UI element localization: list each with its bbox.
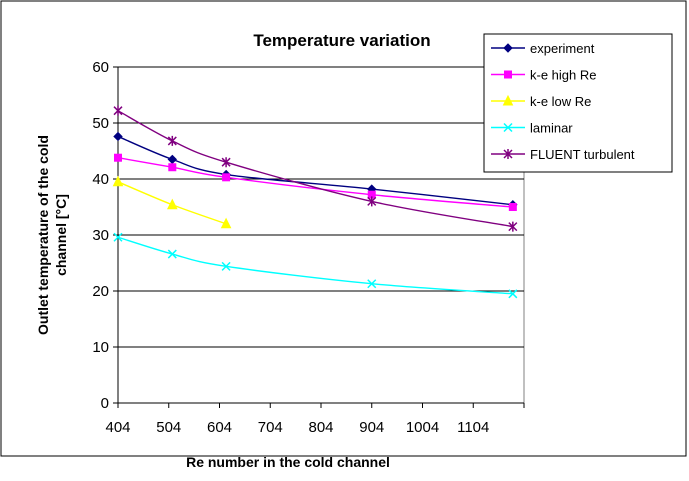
- x-tick-label: 904: [359, 419, 384, 436]
- series-4: [113, 105, 518, 232]
- data-point-x: [221, 261, 231, 271]
- data-point-x: [508, 289, 518, 299]
- x-tick-label: 1104: [457, 419, 489, 436]
- data-point-square: [508, 203, 517, 211]
- data-point-triangle: [166, 198, 178, 210]
- y-tick-label: 50: [92, 115, 109, 132]
- data-point-asterisk: [167, 135, 177, 146]
- legend-entry: k-e high Re: [491, 68, 596, 83]
- series-3: [113, 232, 518, 299]
- legend-label: laminar: [530, 121, 573, 136]
- y-tick-label: 10: [92, 339, 109, 356]
- data-point-x: [167, 249, 177, 259]
- series-line: [117, 110, 513, 228]
- data-point-diamond: [503, 43, 513, 53]
- y-tick-label: 20: [92, 283, 109, 300]
- legend: experiment k-e high Re k-e low Re laminar FL…: [483, 33, 673, 173]
- data-point-square: [168, 163, 177, 172]
- x-axis-ticks: 404 504 604 704 804 904 1004 1104: [105, 403, 525, 436]
- y-axis-ticks: 0 10 20 30 40 50 60: [92, 59, 118, 412]
- y-axis-title-line-1: Outlet temperature of the cold: [35, 135, 51, 335]
- data-point-triangle: [112, 175, 124, 187]
- series-line: [117, 236, 513, 295]
- x-axis-title: Re number in the cold channel: [186, 454, 390, 470]
- gridlines: [118, 66, 524, 348]
- series-line: [117, 135, 513, 206]
- data-point-square: [504, 70, 512, 79]
- x-tick-label: 404: [105, 419, 130, 436]
- series-2: [112, 175, 232, 229]
- data-point-asterisk: [508, 221, 518, 232]
- legend-label: k-e high Re: [530, 68, 596, 83]
- data-point-x: [367, 279, 377, 289]
- data-point-square: [114, 153, 122, 162]
- data-point-square: [222, 173, 231, 182]
- series-group: [112, 105, 518, 299]
- data-point-triangle: [220, 217, 232, 229]
- legend-entry: experiment: [491, 41, 595, 56]
- series-1: [114, 153, 517, 211]
- legend-entry: FLUENT turbulent: [491, 147, 635, 162]
- legend-box: [483, 33, 673, 173]
- legend-label: FLUENT turbulent: [530, 147, 635, 162]
- data-point-asterisk: [367, 196, 377, 207]
- x-tick-label: 604: [207, 419, 232, 436]
- legend-label: experiment: [530, 41, 595, 56]
- data-point-asterisk: [503, 149, 513, 159]
- x-tick-label: 804: [308, 419, 333, 436]
- series-line: [117, 157, 513, 208]
- legend-entry: laminar: [491, 121, 573, 136]
- y-tick-label: 60: [92, 59, 109, 76]
- data-point-triangle: [502, 94, 514, 106]
- data-point-x: [503, 122, 513, 133]
- data-point-diamond: [113, 131, 123, 142]
- data-point-asterisk: [221, 157, 231, 168]
- y-tick-label: 40: [92, 171, 109, 188]
- legend-entry: k-e low Re: [491, 94, 591, 109]
- y-tick-label: 30: [92, 227, 109, 244]
- y-axis-title-line-2: channel [°C]: [53, 194, 69, 276]
- x-tick-label: 504: [156, 419, 181, 436]
- x-tick-label: 1004: [406, 419, 439, 436]
- y-axis-title: Outlet temperature of the cold channel […: [35, 135, 69, 335]
- data-point-x: [113, 232, 123, 242]
- y-tick-label: 0: [101, 395, 109, 412]
- x-tick-label: 704: [258, 419, 283, 436]
- legend-label: k-e low Re: [530, 94, 591, 109]
- chart-title: Temperature variation: [253, 31, 430, 50]
- data-point-asterisk: [113, 105, 123, 116]
